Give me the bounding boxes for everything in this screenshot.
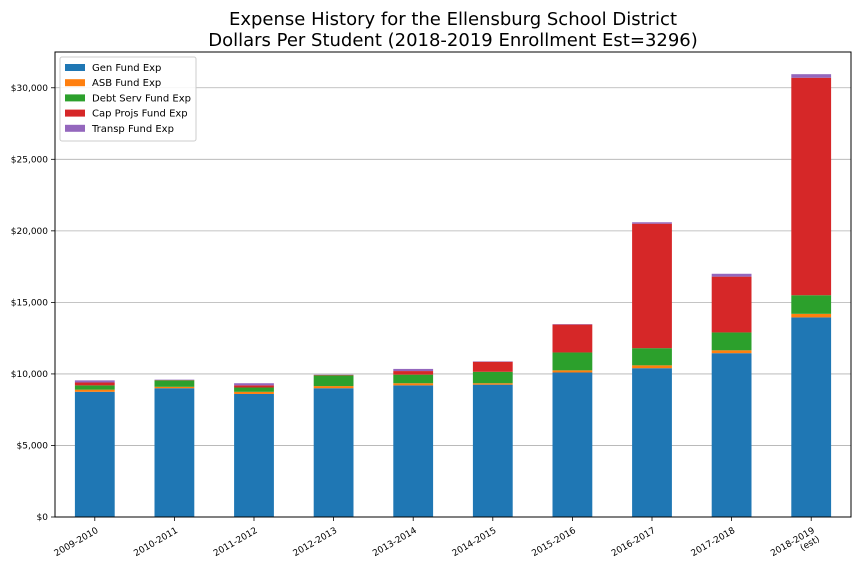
bar-segment <box>472 384 513 517</box>
bar-segment <box>74 380 115 383</box>
legend-swatch <box>65 109 85 117</box>
bar-segment <box>472 371 513 384</box>
bar-segment <box>791 295 832 314</box>
bar-segment <box>313 386 354 389</box>
legend-label: Cap Projs Fund Exp <box>92 109 188 120</box>
y-tick-label: $25,000 <box>11 155 48 165</box>
bar-segment <box>632 223 672 349</box>
legend-swatch <box>65 94 85 102</box>
bar-segment <box>74 385 115 390</box>
bar-segment <box>552 370 593 373</box>
y-tick-label: $5,000 <box>17 441 49 451</box>
legend: Gen Fund Exp ASB Fund Exp Debt Serv Fund E… <box>59 56 197 142</box>
legend-swatch <box>65 124 85 132</box>
bar-segment <box>74 389 115 392</box>
legend-label: Transp Fund Exp <box>91 124 174 135</box>
bar-segment <box>234 393 274 517</box>
bar-segment <box>711 276 752 333</box>
legend-swatch <box>65 64 85 71</box>
bar-segment <box>74 382 115 386</box>
bars <box>74 74 832 517</box>
y-tick-label: $15,000 <box>11 298 48 308</box>
bar-segment <box>711 353 752 517</box>
y-axis: $0 $5,000 $10,000 $15,000 $20,000 $25,000 $30,… <box>11 84 55 523</box>
bar-segment <box>632 348 672 366</box>
bar-segment <box>313 388 354 517</box>
bar-segment <box>313 375 354 387</box>
bar-segment <box>393 383 434 386</box>
chart-subtitle: Dollars Per Student (2018-2019 Enrollmen… <box>208 30 698 51</box>
chart-title: Expense History for the Ellensburg Schoo… <box>229 9 677 30</box>
bar-segment <box>791 77 832 296</box>
plot-frame <box>54 51 852 518</box>
x-tick-label: 2017-2018 <box>690 526 738 559</box>
bar-segment <box>552 352 593 371</box>
y-tick-label: $20,000 <box>11 227 48 237</box>
bar-segment <box>791 313 832 318</box>
bar-segment <box>154 380 195 387</box>
bar-segment <box>393 385 434 517</box>
legend-box <box>59 56 197 142</box>
bar-segment <box>393 374 434 384</box>
y-tick-label: $30,000 <box>11 84 48 94</box>
x-tick-label: 2018-2019(est) <box>769 526 822 568</box>
y-tick-label: $0 <box>37 513 49 523</box>
legend-swatch <box>65 79 85 87</box>
bar-segment <box>234 383 274 386</box>
bar-segment <box>791 74 832 78</box>
legend-label: Debt Serv Fund Exp <box>92 93 191 104</box>
bar-segment <box>711 273 752 277</box>
bar-segment <box>74 391 115 517</box>
bar-segment <box>234 385 274 388</box>
bar-segment <box>552 324 593 353</box>
x-tick-label: 2016-2017 <box>610 526 657 559</box>
bar-segment <box>234 391 274 394</box>
x-tick-label: 2009-2010 <box>53 526 101 559</box>
bar-segment <box>632 365 672 369</box>
bar-segment <box>234 387 274 392</box>
x-tick-label: 2010-2011 <box>132 526 179 559</box>
bar-segment <box>711 350 752 354</box>
legend-label: Gen Fund Exp <box>92 63 161 74</box>
bar-segment <box>154 388 195 517</box>
bar-segment <box>552 372 593 517</box>
bar-segment <box>154 386 195 389</box>
y-tick-label: $10,000 <box>11 370 48 380</box>
bar-segment <box>393 368 434 372</box>
x-axis: 2009-2010 2010-2011 2011-2012 2012-2013 2013… <box>53 517 822 568</box>
bar-segment <box>711 332 752 351</box>
x-tick-label: 2014-2015 <box>451 526 498 559</box>
bar-segment <box>791 317 832 517</box>
bar-segment <box>472 361 513 372</box>
x-tick-label: 2015-2016 <box>530 526 578 559</box>
x-tick-label: 2012-2013 <box>292 526 339 559</box>
bar-segment <box>632 222 672 224</box>
x-tick-label: 2011-2012 <box>212 526 259 559</box>
bar-segment <box>393 371 434 375</box>
legend-label: ASB Fund Exp <box>92 78 161 89</box>
x-tick-label: 2013-2014 <box>371 526 419 559</box>
bar-segment <box>472 383 513 385</box>
bar-segment <box>632 368 672 517</box>
